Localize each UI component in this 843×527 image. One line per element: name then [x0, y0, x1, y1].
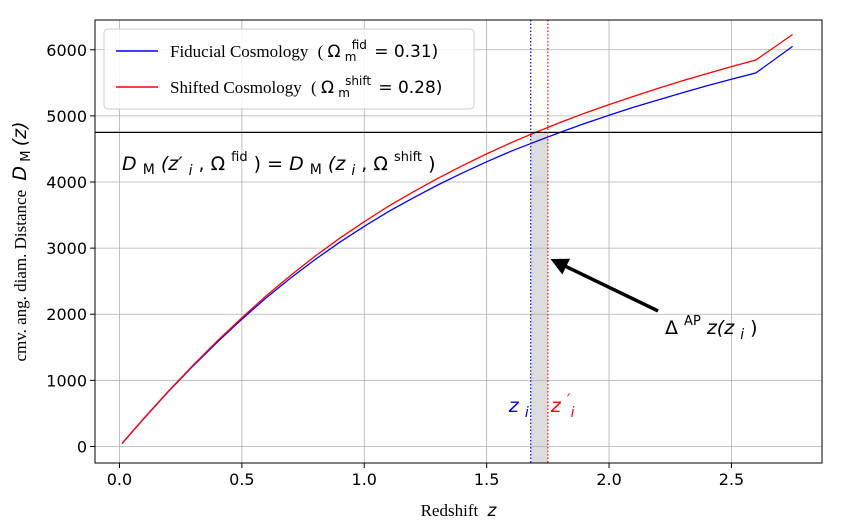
y-tick-label: 2000: [46, 305, 87, 324]
delta-ap-sup: AP: [684, 314, 701, 329]
x-tick-label: 0.0: [107, 470, 132, 489]
z-i-prime-label-var: z: [550, 395, 562, 417]
legend-entry-shifted-sup: shift: [345, 74, 371, 88]
y-axis-label-text: cmv. ang. diam. Distance: [11, 190, 30, 362]
y-axis-label: cmv. ang. diam. Distance D M (z): [9, 121, 34, 361]
tick-layer: 0.0 0.5 1.0 1.5 2.0 2.5 0 1000 2000 3000 4000 5000 6…: [46, 41, 744, 489]
y-tick-label: 4000: [46, 173, 87, 192]
eq-lhs-close: ) =: [254, 153, 289, 175]
x-tick-label: 1.5: [474, 470, 499, 489]
legend-entry-fiducial-sub: m: [345, 50, 357, 64]
z-i-label: z i: [508, 395, 529, 421]
x-tick-label: 0.5: [229, 470, 254, 489]
eq-lhs: D: [122, 153, 137, 175]
legend-entry-fiducial-value: = 0.31): [374, 42, 438, 62]
legend-entry-fiducial-omega: Ω: [328, 42, 341, 62]
delta-ap-body: z(z: [706, 317, 735, 339]
z-i-prime-label-sub: i: [571, 405, 575, 421]
z-i-label-sub: i: [525, 405, 529, 421]
legend-entry-shifted: Shifted Cosmology ( Ω m shift = 0.28): [170, 70, 442, 101]
eq-lhs-args-sub: i: [189, 163, 193, 179]
y-tick-label: 6000: [46, 41, 87, 60]
y-axis-label-paren: (z): [9, 121, 31, 146]
plot-frame: [94, 19, 823, 464]
legend: Fiducial Cosmology ( Ω m fid = 0.31) Shi…: [103, 28, 475, 110]
y-axis-label-var: D: [9, 166, 31, 181]
legend-entry-shifted-value: = 0.28): [378, 78, 442, 98]
eq-rhs-args-sub: i: [351, 163, 355, 179]
legend-entry-shifted-paren: (: [311, 78, 317, 97]
legend-entry-shifted-omega: Ω: [321, 78, 334, 98]
delta-ap-annotation: Δ AP z(z i ): [665, 308, 758, 344]
y-axis-label-sub: M: [19, 151, 34, 162]
legend-entry-fiducial-name: Fiducial Cosmology: [170, 42, 309, 61]
delta-ap-sub: i: [740, 327, 744, 343]
eq-rhs-close: ): [428, 153, 435, 175]
delta-ap-symbol: Δ: [665, 317, 678, 339]
legend-entry-fiducial-sup: fid: [352, 38, 367, 52]
x-tick-label: 1.0: [352, 470, 377, 489]
series-line-fiducial: [121, 45, 793, 445]
z-i-prime-label: z ′ i: [550, 388, 577, 421]
z-i-prime-label-prime: ′: [567, 390, 571, 409]
x-tick-label: 2.0: [596, 470, 621, 489]
eq-rhs: D: [289, 153, 304, 175]
eq-rhs-omega-sup: shift: [394, 150, 422, 165]
equation-annotation: D M (z′ i , Ω fid ) = D M (z i , Ω shift…: [122, 144, 436, 180]
legend-entry-shifted-sub: m: [338, 86, 350, 100]
y-tick-label: 0: [77, 437, 87, 456]
eq-rhs-sub: M: [310, 162, 322, 178]
eq-rhs-args: (z: [328, 153, 346, 175]
x-axis-label: Redshift z: [421, 501, 498, 521]
eq-lhs-omega-sup: fid: [231, 150, 247, 165]
eq-lhs-sub: M: [143, 162, 155, 178]
x-axis-label-text: Redshift: [421, 501, 479, 520]
legend-entry-fiducial-paren: (: [318, 42, 324, 61]
series-line-shifted: [121, 33, 793, 445]
y-tick-label: 3000: [46, 239, 87, 258]
legend-box: [103, 28, 475, 110]
eq-rhs-omega: , Ω: [361, 153, 388, 175]
x-tick-label: 2.5: [719, 470, 744, 489]
eq-lhs-args: (z′: [161, 153, 183, 175]
reference-lines-layer: [95, 20, 822, 463]
y-tick-label: 1000: [46, 371, 87, 390]
z-i-label-var: z: [508, 395, 520, 417]
x-axis-label-var: z: [486, 501, 497, 521]
annotation-arrow: [550, 258, 659, 313]
legend-entry-fiducial: Fiducial Cosmology ( Ω m fid = 0.31): [170, 34, 438, 65]
y-tick-label: 5000: [46, 107, 87, 126]
delta-ap-close: ): [750, 317, 757, 339]
series-layer: [121, 33, 793, 445]
legend-entry-shifted-name: Shifted Cosmology: [170, 78, 302, 97]
eq-lhs-omega: , Ω: [199, 153, 226, 175]
